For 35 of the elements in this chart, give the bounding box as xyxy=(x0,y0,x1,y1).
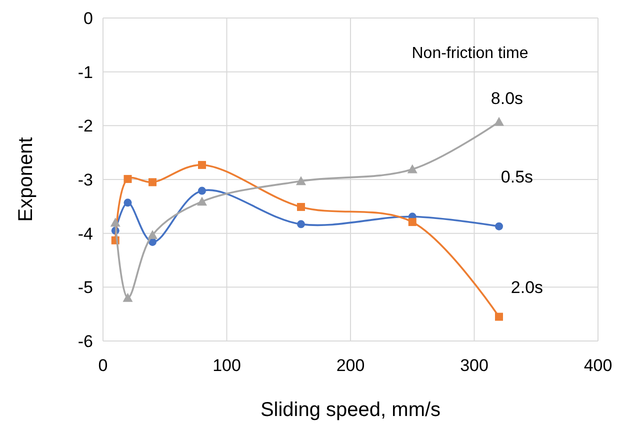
y-tick-label: -6 xyxy=(78,332,93,351)
point xyxy=(297,202,305,211)
point xyxy=(124,174,132,183)
x-tick-label: 100 xyxy=(212,356,241,375)
y-tick-label: 0 xyxy=(84,8,93,28)
point xyxy=(495,312,503,321)
y-tick-label: -3 xyxy=(78,170,93,190)
point xyxy=(148,230,158,239)
y-tick-label: -1 xyxy=(78,62,93,82)
point xyxy=(494,116,504,126)
point xyxy=(110,218,120,227)
y-axis-title: Exponent xyxy=(15,136,37,222)
y-tick-label: -5 xyxy=(78,278,93,298)
point xyxy=(122,292,133,302)
x-tick-label: 0 xyxy=(98,356,108,375)
y-tick-label: -4 xyxy=(78,224,93,244)
point xyxy=(198,160,206,169)
y-tick-label: -2 xyxy=(78,116,93,136)
point xyxy=(124,198,132,207)
point xyxy=(296,176,306,186)
x-tick-label: 200 xyxy=(336,356,365,375)
point xyxy=(148,178,156,186)
point xyxy=(408,218,416,226)
text: 0.5s xyxy=(500,167,534,186)
x-axis-title: Sliding speed, mm/s xyxy=(260,399,441,421)
x-tick-label: 400 xyxy=(584,356,612,375)
point xyxy=(407,164,418,174)
point xyxy=(198,186,206,195)
point xyxy=(297,220,305,228)
legend-title: Non-friction time xyxy=(412,45,528,62)
series-label: 8.0s xyxy=(490,88,524,108)
point xyxy=(495,222,503,230)
point xyxy=(197,196,207,206)
series-label: 2.0s xyxy=(510,278,544,297)
x-tick-label: 300 xyxy=(460,356,488,375)
